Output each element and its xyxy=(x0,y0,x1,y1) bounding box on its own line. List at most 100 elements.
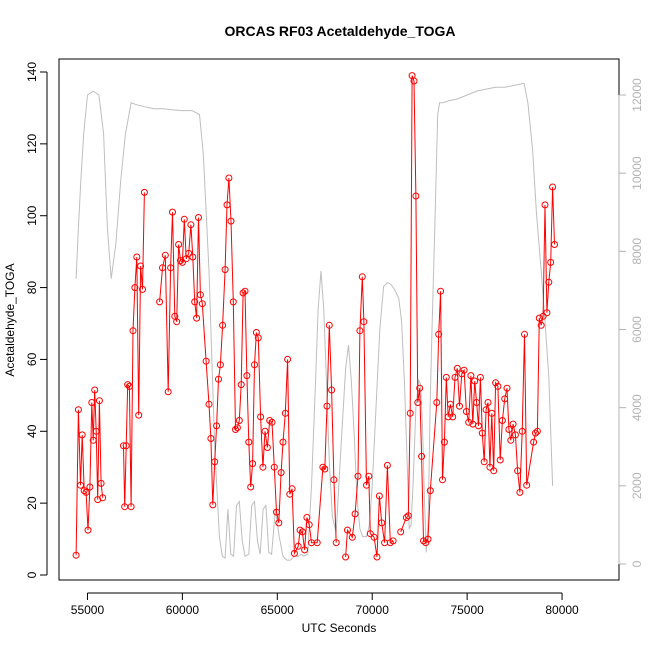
data-point xyxy=(344,526,351,534)
x-tick-label: 65000 xyxy=(261,603,295,617)
data-point xyxy=(547,258,555,266)
data-point xyxy=(325,321,333,329)
data-point xyxy=(426,487,434,495)
data-point xyxy=(488,409,496,417)
data-point xyxy=(139,285,146,293)
data-point xyxy=(91,386,99,394)
data-point xyxy=(122,442,130,450)
data-point xyxy=(332,539,340,547)
data-point xyxy=(516,488,524,496)
data-point xyxy=(451,373,459,381)
data-point xyxy=(263,444,271,451)
data-point xyxy=(173,318,181,326)
data-point xyxy=(92,427,100,435)
data-point xyxy=(239,289,247,297)
data-point xyxy=(358,273,366,281)
data-point xyxy=(480,458,488,466)
data-point xyxy=(129,327,137,335)
data-point xyxy=(494,382,502,390)
data-point xyxy=(205,400,213,408)
data-point xyxy=(533,427,541,435)
data-point xyxy=(207,435,215,442)
data-point xyxy=(219,321,227,329)
data-point xyxy=(259,463,267,471)
y-tick-label-right: 4000 xyxy=(630,394,644,421)
data-point xyxy=(223,201,231,209)
data-point xyxy=(268,418,276,426)
data-point xyxy=(241,287,249,295)
data-point xyxy=(449,413,457,421)
data-point xyxy=(124,381,132,389)
y-tick-label-left: 20 xyxy=(25,496,39,510)
data-point xyxy=(342,553,350,561)
data-point xyxy=(99,494,107,502)
data-point xyxy=(275,519,283,527)
data-point xyxy=(521,330,528,338)
data-point xyxy=(435,330,443,338)
data-point xyxy=(420,537,427,545)
y-tick-label-left: 80 xyxy=(25,281,39,295)
data-point xyxy=(88,399,96,406)
y-tick-label-left: 40 xyxy=(25,424,39,438)
data-point xyxy=(549,183,557,191)
data-point xyxy=(404,512,412,520)
data-point xyxy=(507,436,515,444)
data-point xyxy=(185,249,193,257)
data-point xyxy=(251,361,258,369)
data-point xyxy=(535,314,543,322)
data-point xyxy=(545,278,553,286)
chart-title: ORCAS RF03 Acetaldehyde_TOGA xyxy=(224,23,455,39)
data-point xyxy=(298,528,306,536)
data-point xyxy=(366,530,374,538)
data-point xyxy=(243,372,251,380)
data-point xyxy=(270,463,278,471)
y-tick-label-right: 10000 xyxy=(630,156,644,190)
data-point xyxy=(496,456,504,464)
data-point xyxy=(543,309,551,317)
data-point xyxy=(273,508,280,516)
data-point xyxy=(254,334,262,342)
y-tick-label-left: 140 xyxy=(25,62,39,82)
data-point xyxy=(518,427,526,435)
data-point xyxy=(232,426,239,433)
data-point xyxy=(363,481,370,489)
series-layer xyxy=(72,72,558,561)
data-point xyxy=(370,533,378,541)
data-point xyxy=(375,492,383,500)
y-tick-label-left: 60 xyxy=(25,352,39,366)
data-point xyxy=(551,241,558,248)
data-point xyxy=(135,411,143,419)
data-point xyxy=(125,382,133,390)
data-point xyxy=(389,537,397,545)
data-point xyxy=(288,485,296,493)
data-point xyxy=(383,461,391,469)
data-point xyxy=(433,399,441,406)
altitude-line xyxy=(75,82,554,561)
data-point xyxy=(266,417,274,424)
data-point xyxy=(191,298,199,306)
data-point xyxy=(505,426,513,433)
data-point xyxy=(74,406,82,414)
data-point xyxy=(89,436,97,444)
data-point xyxy=(530,438,538,446)
data-point xyxy=(486,463,494,471)
x-tick-label: 75000 xyxy=(450,603,484,617)
data-point xyxy=(319,463,327,471)
data-point xyxy=(475,422,482,430)
data-point xyxy=(156,298,164,306)
data-point xyxy=(215,375,222,383)
data-point xyxy=(77,481,84,489)
data-point xyxy=(211,458,219,466)
data-point xyxy=(296,526,304,534)
data-point xyxy=(378,519,386,527)
data-point xyxy=(467,372,475,380)
data-point xyxy=(323,402,331,410)
data-point xyxy=(511,431,519,439)
data-point xyxy=(159,264,166,272)
data-point xyxy=(261,427,269,435)
data-point xyxy=(303,514,311,521)
data-point xyxy=(462,408,470,415)
data-point xyxy=(290,549,298,557)
data-point xyxy=(137,262,145,270)
